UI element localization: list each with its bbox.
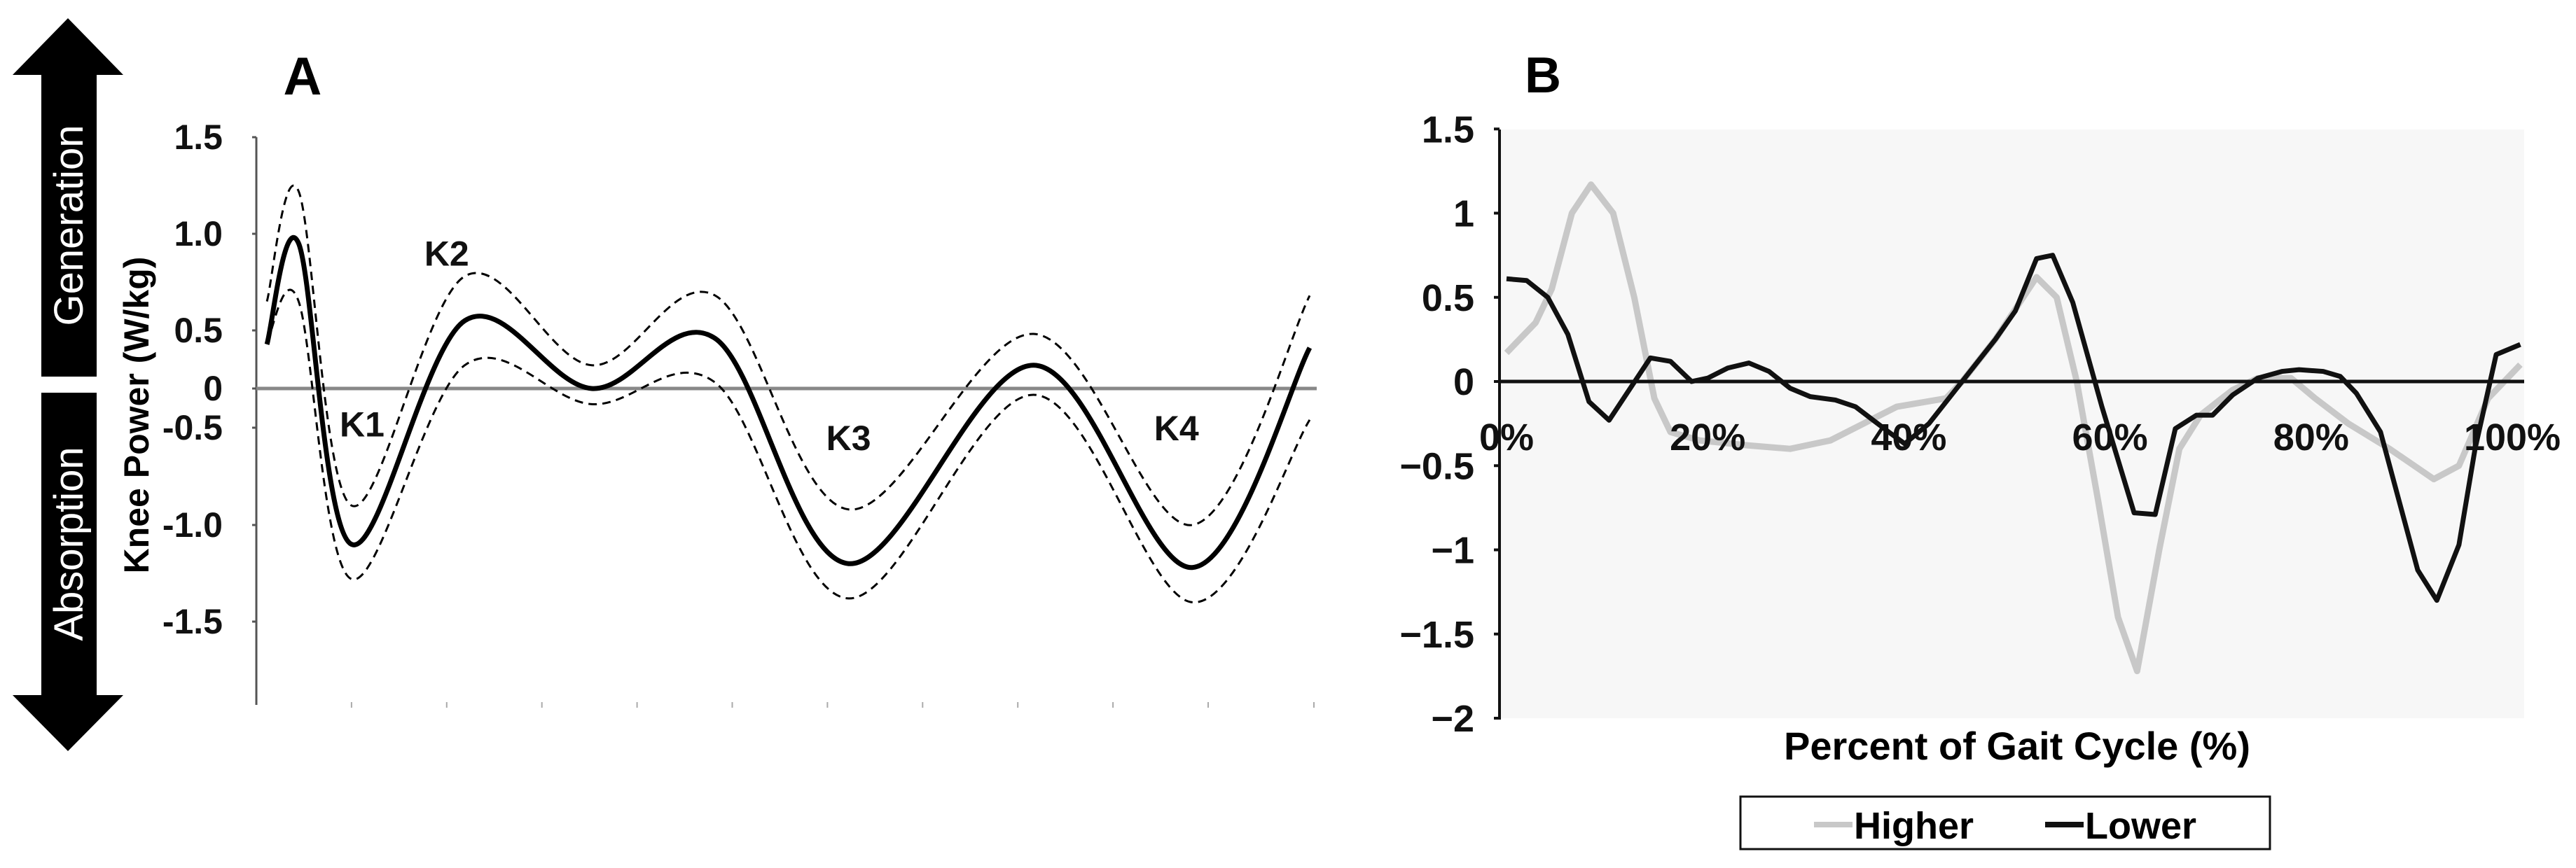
panel-b-xtick-label: 60%: [2072, 416, 2148, 458]
panel-b-ytick-label: −1.5: [1399, 614, 1474, 656]
panel-a-ytick-label: -1.0: [162, 505, 223, 545]
annotation-k1: K1: [340, 405, 385, 444]
absorption-arrow: Absorption: [13, 393, 123, 751]
arrow-down-icon: [13, 393, 123, 751]
panel-b-line-lower: [1506, 253, 2521, 603]
generation-arrow: Generation: [13, 18, 123, 377]
annotation-k3: K3: [826, 419, 871, 458]
panel-b-plot-area: [1500, 130, 2524, 718]
panel-b: B 1.5 1 0.5 0 −0.5 −1 −1.5 −2 0% 20% 40% 60% 80% 100…: [1399, 48, 2561, 850]
panel-b-ytick-label: −1: [1431, 530, 1474, 572]
panel-b-xtick-label: 100%: [2464, 416, 2561, 458]
panel-b-ytick-label: −2: [1431, 698, 1474, 740]
arrow-up-icon: [13, 18, 123, 377]
panel-a-line-upper: [265, 184, 1311, 526]
absorption-label: Absorption: [46, 447, 92, 640]
panel-a-ytick-label: -1.5: [162, 602, 223, 641]
panel-b-xlabel: Percent of Gait Cycle (%): [1784, 724, 2250, 768]
panel-b-ytick-label: 1: [1453, 193, 1474, 235]
panel-b-xtick-label: 40%: [1871, 416, 1946, 458]
panel-a-ytick-label: 1.0: [174, 214, 223, 253]
panel-a-ytick-label: 1.5: [174, 118, 223, 157]
legend-label-lower: Lower: [2085, 805, 2196, 847]
panel-a-ytick-label: -0.5: [162, 408, 223, 447]
panel-a-ytick-label: 0.5: [174, 311, 223, 350]
panel-a-ytick-label: 0: [203, 369, 223, 408]
panel-a: A Knee Power (W/kg) 1.5 1.0 0.5 0-0.5 -1.0 -1…: [117, 47, 1317, 708]
annotation-k4: K4: [1154, 409, 1199, 448]
panel-b-xtick-label: 20%: [1670, 416, 1745, 458]
panel-a-line-lower: [265, 288, 1311, 603]
panel-b-ytick-label: 1.5: [1422, 108, 1474, 150]
panel-b-title: B: [1525, 48, 1561, 104]
panel-a-title: A: [284, 47, 322, 106]
panel-b-xtick-label: 80%: [2273, 416, 2349, 458]
legend-label-higher: Higher: [1854, 805, 1974, 847]
panel-b-ytick-label: −0.5: [1399, 445, 1474, 487]
legend: Higher Lower: [1739, 795, 2271, 850]
panel-b-line-higher: [1504, 181, 2523, 675]
panel-b-ytick-label: 0: [1453, 361, 1474, 403]
panel-a-ylabel: Knee Power (W/kg): [117, 257, 156, 574]
panel-a-line-mean: [264, 234, 1313, 570]
panel-b-ytick-label: 0.5: [1422, 277, 1474, 319]
panel-b-xtick-label: 0%: [1479, 416, 1534, 458]
annotation-k2: K2: [424, 234, 469, 274]
generation-label: Generation: [46, 125, 92, 326]
